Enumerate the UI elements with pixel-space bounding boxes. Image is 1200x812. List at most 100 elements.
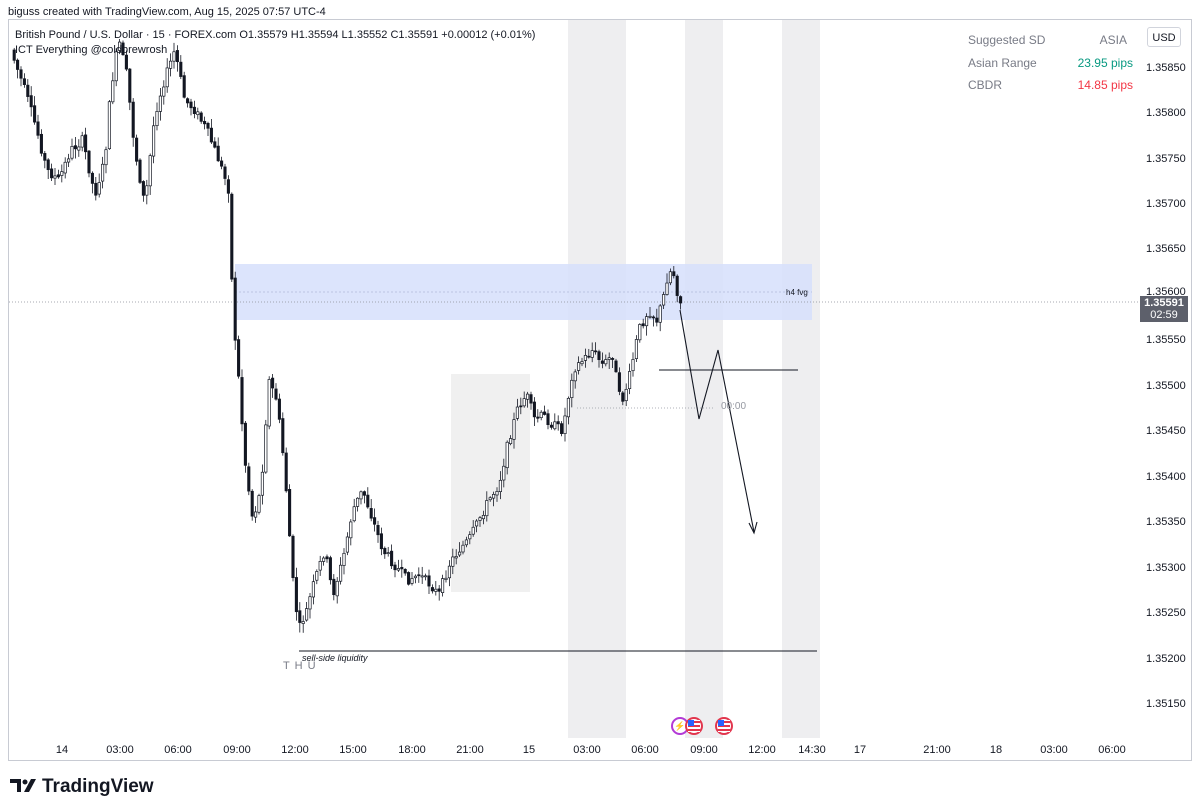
- candle-body: [556, 421, 560, 425]
- symbol-title[interactable]: British Pound / U.S. Dollar · 15 · FOREX…: [15, 29, 237, 41]
- candle-body: [298, 610, 302, 623]
- candle-body: [220, 160, 224, 167]
- currency-button[interactable]: USD: [1147, 27, 1181, 47]
- candle-body: [33, 105, 37, 123]
- info-value: ASIA: [1099, 33, 1127, 47]
- indicator-legend[interactable]: ICT Everything @coldbrewrosh: [15, 44, 168, 56]
- candle-body: [131, 101, 135, 138]
- candle-body: [563, 415, 567, 434]
- candle-body: [631, 359, 635, 372]
- candle-body: [271, 377, 275, 389]
- time-tick: 18: [989, 744, 1003, 756]
- price-tick: 1.35200: [1146, 653, 1186, 665]
- candle-body: [447, 565, 451, 579]
- candle-body: [87, 150, 91, 174]
- time-tick: 21:00: [456, 744, 484, 756]
- price-tick: 1.35450: [1146, 425, 1186, 437]
- candle-body: [70, 146, 74, 159]
- candle-body: [67, 158, 71, 163]
- candle-body: [668, 271, 672, 284]
- candle-body: [366, 494, 370, 508]
- candle-body: [305, 608, 309, 621]
- bar-countdown: 02:59: [1150, 309, 1178, 321]
- candle-body: [390, 550, 394, 567]
- candle-body: [570, 379, 574, 399]
- candle-body: [291, 535, 295, 579]
- day-label: T H U: [283, 660, 317, 672]
- candle-body: [284, 452, 288, 492]
- candle-body: [145, 185, 149, 196]
- candle-body: [322, 557, 326, 562]
- info-label: Suggested SD: [968, 33, 1046, 47]
- candle-body: [645, 316, 649, 327]
- candle-body: [651, 316, 655, 319]
- info-label: CBDR: [968, 78, 1003, 92]
- candle-body: [128, 68, 132, 103]
- price-tick: 1.35800: [1146, 107, 1186, 119]
- candle-body: [611, 358, 615, 360]
- candle-body: [169, 60, 173, 69]
- candle-body: [328, 557, 332, 581]
- candle-body: [36, 121, 40, 136]
- candle-body: [349, 521, 353, 539]
- candle-body: [274, 388, 278, 400]
- candle-body: [458, 551, 462, 556]
- candle-body: [512, 419, 516, 440]
- candle-body: [577, 362, 581, 371]
- candle-body: [468, 534, 472, 540]
- candle-body: [39, 133, 43, 154]
- candle-body: [478, 517, 482, 521]
- symbol-legend[interactable]: British Pound / U.S. Dollar · 15 · FOREX…: [15, 29, 535, 41]
- chart-frame: [8, 19, 1192, 761]
- midnight-open-label: 00:00: [721, 401, 747, 412]
- candle-body: [498, 479, 502, 492]
- candle-body: [43, 153, 47, 161]
- ohlc-close: C1.35591: [390, 29, 439, 41]
- time-tick: 21:00: [923, 744, 951, 756]
- candle-body: [196, 111, 200, 116]
- info-value: 14.85 pips: [1077, 78, 1133, 92]
- price-tick: 1.35650: [1146, 243, 1186, 255]
- candle-body: [515, 406, 519, 419]
- time-tick: 09:00: [223, 744, 251, 756]
- candle-body: [301, 621, 305, 624]
- price-tick: 1.35400: [1146, 471, 1186, 483]
- session-band: [685, 20, 723, 738]
- candle-body: [121, 42, 125, 56]
- tradingview-logo[interactable]: TradingView: [10, 776, 154, 798]
- candle-body: [165, 67, 169, 88]
- candle-body: [679, 296, 683, 304]
- candle-body: [264, 424, 268, 473]
- us-flag-event-icon[interactable]: [715, 717, 733, 735]
- us-flag-event-icon[interactable]: [685, 717, 703, 735]
- candle-body: [192, 106, 196, 115]
- chart-author-line: biguss created with TradingView.com, Aug…: [8, 6, 326, 18]
- candle-body: [90, 172, 94, 184]
- candle-body: [325, 556, 329, 560]
- candle-body: [648, 315, 652, 318]
- ohlc-change: +0.00012 (+0.01%): [441, 29, 536, 41]
- tradingview-brand-text: TradingView: [42, 776, 154, 797]
- price-chart-canvas[interactable]: [9, 20, 1140, 738]
- time-tick: 15:00: [339, 744, 367, 756]
- candle-body: [427, 575, 431, 587]
- candle-body: [80, 135, 84, 148]
- candle-body: [101, 163, 105, 182]
- candle-body: [451, 556, 455, 567]
- candle-body: [12, 49, 16, 61]
- candle-body: [60, 171, 64, 176]
- candle-body: [97, 182, 101, 195]
- candle-body: [189, 101, 193, 109]
- time-tick: 17: [853, 744, 867, 756]
- candle-body: [587, 355, 591, 358]
- last-price-value: 1.35591: [1144, 297, 1184, 309]
- candle-body: [315, 571, 319, 581]
- price-tick: 1.35300: [1146, 562, 1186, 574]
- time-tick: 06:00: [1098, 744, 1126, 756]
- candle-body: [223, 166, 227, 179]
- candle-body: [403, 568, 407, 574]
- candle-body: [481, 514, 485, 520]
- time-tick: 14: [55, 744, 69, 756]
- price-tick: 1.35700: [1146, 198, 1186, 210]
- candle-body: [216, 145, 220, 162]
